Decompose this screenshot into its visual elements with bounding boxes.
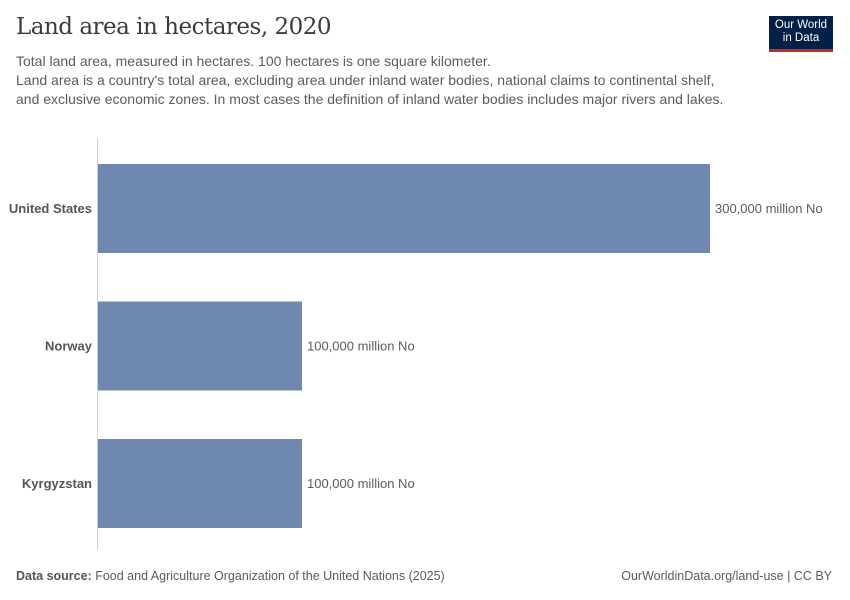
source-text: Food and Agriculture Organization of the…: [91, 569, 445, 583]
bar[interactable]: [98, 164, 710, 253]
value-label: 300,000 million No: [715, 201, 823, 216]
chart-title: Land area in hectares, 2020: [16, 14, 331, 40]
owid-logo[interactable]: Our World in Data: [769, 16, 833, 52]
logo-line: in Data: [782, 32, 820, 44]
url-license[interactable]: OurWorldinData.org/land-use | CC BY: [621, 569, 832, 583]
value-label: 100,000 million No: [307, 476, 415, 491]
logo-line: Our World: [774, 19, 828, 31]
subtitle-line: Land area is a country's total area, exc…: [16, 72, 724, 107]
category-label: Norway: [45, 339, 93, 354]
subtitle-line: Total land area, measured in hectares. 1…: [16, 53, 491, 69]
bar[interactable]: [98, 439, 302, 528]
category-label: United States: [9, 201, 92, 216]
source-label: Data source:: [16, 569, 92, 583]
data-source: Data source: Food and Agriculture Organi…: [16, 569, 445, 583]
chart-subtitle: Total land area, measured in hectares. 1…: [16, 52, 736, 109]
category-label: Kyrgyzstan: [22, 476, 92, 491]
bar[interactable]: [98, 301, 302, 391]
value-label: 100,000 million No: [307, 339, 415, 354]
